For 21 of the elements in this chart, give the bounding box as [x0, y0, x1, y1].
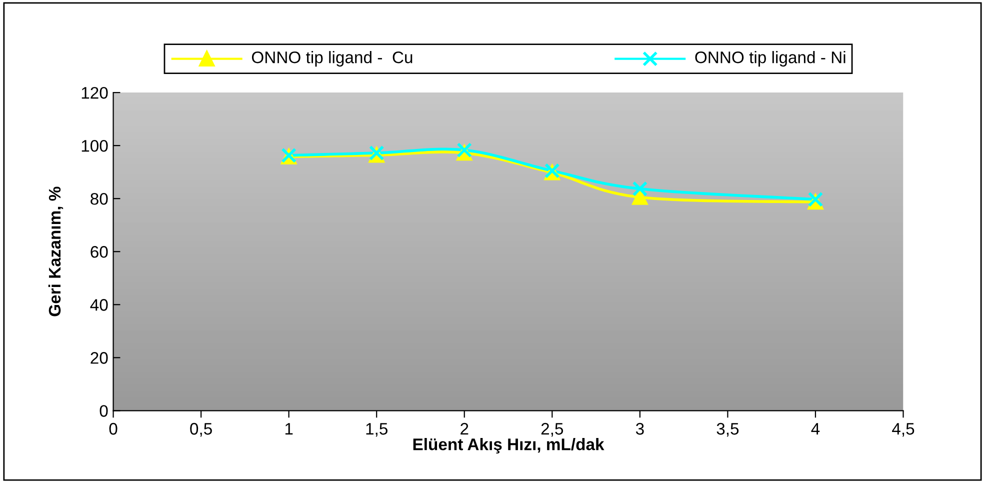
- y-tick-label: 60: [90, 246, 108, 258]
- x-tick-label: 3,5: [716, 422, 739, 437]
- x-axis-title: Elüent Akış Hızı, mL/dak: [413, 438, 604, 454]
- x-tick-label: 1: [285, 423, 293, 435]
- y-tick-label: 80: [90, 192, 108, 205]
- x-tick-label: 2,5: [541, 422, 564, 437]
- y-tick-label: 120: [82, 86, 108, 99]
- x-tick-label: 1,5: [366, 423, 388, 437]
- y-tick-label: 100: [82, 140, 108, 152]
- legend-label: ONNO tip ligand - Cu: [252, 51, 412, 67]
- y-tick-label: 0: [100, 405, 108, 417]
- x-tick-label: 3: [636, 422, 644, 435]
- y-tick-label: 40: [90, 299, 108, 311]
- x-tick-label: 4: [811, 423, 820, 435]
- y-tick-label: 20: [90, 352, 108, 364]
- x-tick-label: 4,5: [892, 423, 914, 437]
- y-axis-title: Geri Kazanım, %: [48, 186, 64, 316]
- x-tick-label: 2: [460, 422, 468, 435]
- x-tick-label: 0: [109, 422, 118, 435]
- legend-label: ONNO tip ligand - Ni: [695, 51, 846, 67]
- x-tick-label: 0,5: [190, 422, 212, 437]
